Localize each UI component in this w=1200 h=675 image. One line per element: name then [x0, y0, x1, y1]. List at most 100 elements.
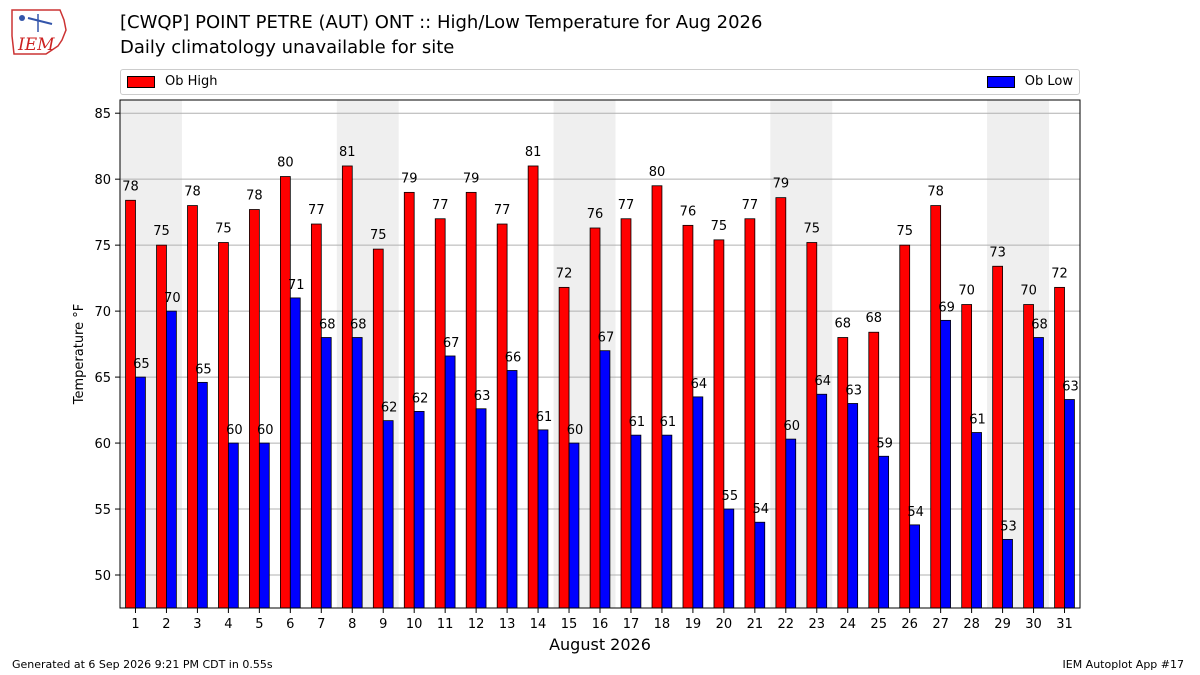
bar-low: [382, 420, 394, 609]
bar-low: [599, 350, 611, 609]
iem-logo: IEM: [11, 9, 67, 55]
bar-low: [909, 524, 920, 609]
x-tick-label: 29: [994, 617, 1011, 632]
bar-low: [475, 408, 487, 609]
x-tick-label: 3: [193, 617, 201, 632]
bar-high-label: 81: [525, 145, 542, 160]
bar-high-label: 75: [896, 224, 913, 239]
y-tick-label: 55: [94, 503, 111, 518]
app-credit: IEM Autoplot App #17: [1062, 658, 1185, 671]
bar-low-label: 65: [195, 362, 212, 377]
bar-high-label: 77: [494, 203, 511, 218]
x-tick-label: 9: [379, 617, 387, 632]
weekend-band: [770, 100, 833, 608]
bar-high: [496, 223, 508, 609]
chart-subtitle: Daily climatology unavailable for site: [120, 37, 455, 58]
bar-high: [1054, 286, 1065, 609]
svg-text:IEM: IEM: [17, 35, 55, 55]
x-tick-label: 5: [255, 617, 263, 632]
bar-low-label: 55: [722, 489, 739, 504]
bar-high-label: 73: [989, 245, 1006, 260]
x-tick-label: 7: [317, 617, 325, 632]
bar-high: [125, 199, 136, 609]
bar-high: [341, 165, 353, 609]
bar-low-label: 54: [753, 502, 770, 517]
bar-low-label: 54: [907, 505, 924, 520]
bar-low: [1064, 399, 1075, 609]
bar-low-label: 66: [505, 350, 522, 365]
bar-low: [506, 370, 518, 609]
bar-high-label: 78: [122, 179, 139, 194]
bar-high: [651, 185, 663, 609]
bar-low-label: 68: [1031, 318, 1048, 333]
x-tick-label: 11: [437, 617, 454, 632]
bar-low-label: 69: [938, 300, 955, 315]
bar-high: [744, 218, 756, 609]
bar-high-label: 76: [680, 204, 697, 219]
bar-high: [899, 244, 911, 609]
weekend-band: [336, 100, 399, 608]
bar-high: [837, 337, 849, 609]
x-tick-label: 20: [716, 617, 733, 632]
bar-low-label: 68: [350, 318, 367, 333]
x-tick-label: 26: [901, 617, 918, 632]
bar-high-label: 72: [556, 266, 573, 281]
bar-high: [682, 224, 694, 609]
bar-low: [847, 403, 859, 609]
bar-low: [692, 396, 704, 609]
x-tick-label: 16: [592, 617, 609, 632]
bar-high-label: 72: [1051, 266, 1068, 281]
weekend-band: [987, 100, 1050, 608]
bar-high-label: 75: [711, 219, 728, 234]
bar-high-label: 81: [339, 145, 356, 160]
bar-high: [868, 331, 880, 609]
x-axis-label: August 2026: [549, 635, 651, 654]
bar-high: [1023, 304, 1034, 609]
bar-low-label: 61: [660, 415, 677, 430]
generated-note: Generated at 6 Sep 2026 9:21 PM CDT in 0…: [12, 658, 273, 671]
bar-high: [249, 209, 260, 609]
bar-high-label: 80: [277, 156, 294, 171]
bar-high-label: 70: [958, 284, 975, 299]
bar-high-label: 77: [742, 198, 759, 213]
x-tick-label: 22: [778, 617, 795, 632]
bar-high-label: 79: [401, 171, 418, 186]
bar-high-label: 75: [370, 228, 387, 243]
bar-low: [289, 297, 301, 609]
bar-high-label: 75: [153, 224, 170, 239]
bar-high: [280, 176, 291, 609]
bar-low-label: 71: [288, 278, 305, 293]
bar-high-label: 78: [184, 185, 201, 200]
x-tick-label: 4: [224, 617, 232, 632]
bar-high-label: 68: [865, 311, 882, 326]
bar-high-label: 68: [835, 317, 852, 332]
y-tick-label: 80: [94, 173, 111, 188]
bar-low: [537, 429, 549, 609]
x-tick-label: 24: [839, 617, 856, 632]
bar-low: [785, 438, 797, 609]
x-tick-label: 8: [348, 617, 356, 632]
legend-swatch-low: [986, 75, 1015, 88]
legend-item-low: Ob Low: [986, 74, 1073, 89]
x-tick-label: 6: [286, 617, 294, 632]
x-tick-label: 27: [932, 617, 949, 632]
bar-low-label: 60: [567, 423, 584, 438]
x-tick-label: 19: [685, 617, 702, 632]
bar-low-label: 60: [257, 423, 274, 438]
bar-high-label: 77: [308, 203, 325, 218]
bar-low: [413, 410, 425, 609]
bar-high: [156, 244, 167, 609]
bar-high: [961, 304, 973, 609]
bar-high-label: 78: [246, 189, 263, 204]
bar-high: [992, 265, 1003, 609]
bar-low: [816, 393, 828, 609]
bar-high: [806, 242, 818, 609]
bar-high: [434, 218, 446, 609]
bar-high-label: 79: [463, 171, 480, 186]
bar-high-label: 76: [587, 207, 604, 222]
bar-low: [754, 521, 766, 609]
bar-low-label: 63: [474, 389, 491, 404]
legend-item-high: Ob High: [127, 74, 218, 89]
bar-low-label: 64: [691, 377, 708, 392]
legend-label-high: Ob High: [165, 74, 218, 89]
